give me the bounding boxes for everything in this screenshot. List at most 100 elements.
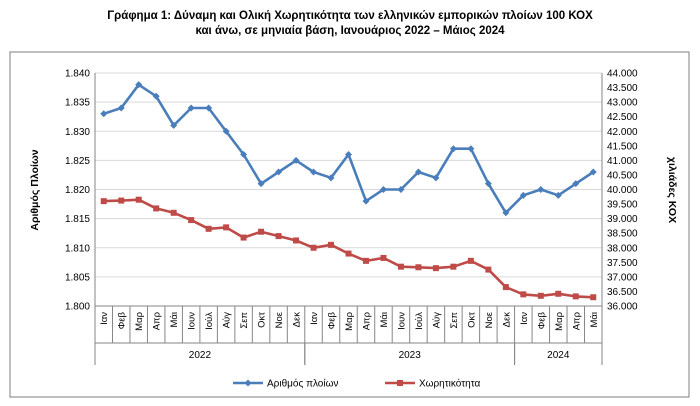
data-point (397, 263, 404, 270)
month-label: Απρ (152, 311, 163, 330)
series-1 (100, 81, 597, 217)
data-point (205, 104, 213, 112)
right-tick-label: 44.000 (607, 69, 638, 80)
right-tick-label: 42.500 (607, 112, 638, 123)
year-label: 2023 (399, 350, 422, 361)
data-point (397, 186, 405, 193)
month-label: Φεβ (536, 311, 547, 329)
month-label: Φεβ (117, 311, 128, 329)
data-point (205, 225, 212, 232)
month-label: Ιούλ (414, 312, 425, 330)
legend-label: Χωρητικότητα (419, 378, 481, 390)
data-point (485, 266, 492, 273)
month-label: Μάι (169, 312, 180, 328)
month-label: Μαρ (134, 311, 145, 330)
gridlines (95, 72, 602, 278)
right-tick-label: 36.000 (607, 302, 638, 313)
month-label: Σεπ (449, 312, 460, 329)
left-tick-label: 1.840 (65, 69, 90, 80)
data-point (170, 121, 178, 129)
data-point (328, 241, 335, 248)
data-point (362, 257, 369, 264)
right-tick-label: 36.500 (607, 287, 638, 298)
right-axis-ticks: 36.000 36.500 37.000 37.500 38.000 38.500 39.0… (607, 69, 638, 313)
data-point (293, 237, 300, 244)
right-tick-label: 40.500 (607, 170, 638, 181)
series-line (103, 198, 594, 299)
legend-marker (244, 379, 252, 387)
data-point (327, 174, 335, 182)
data-point (275, 168, 283, 176)
series-2 (100, 196, 597, 301)
series-layer (100, 81, 597, 301)
data-point (484, 180, 492, 188)
data-point (590, 294, 597, 301)
left-tick-label: 1.805 (65, 272, 90, 283)
data-point (310, 168, 318, 176)
month-label: Ιούλ (204, 312, 215, 330)
data-point (415, 264, 422, 271)
data-point (467, 257, 474, 264)
data-point (292, 156, 300, 164)
right-tick-label: 41.000 (607, 156, 638, 167)
x-axis: Ιαν Φεβ Μαρ Απρ Μάι Ιουν Ιούλ Αύγ Σεπ Οκτ Νοε Δεκ Ια… (94, 73, 603, 365)
data-point (502, 284, 509, 291)
data-point (187, 104, 195, 112)
data-point (380, 254, 387, 261)
right-axis-label: χιλιάδες ΚΟΧ (666, 157, 678, 223)
data-point (502, 209, 510, 217)
right-tick-label: 43.500 (607, 83, 638, 94)
data-point (362, 197, 370, 205)
data-point (240, 151, 248, 159)
month-label: Ιουν (187, 312, 198, 330)
month-label: Μαρ (554, 311, 565, 330)
left-tick-label: 1.830 (65, 127, 90, 138)
month-label: Ιαν (309, 312, 320, 325)
series-line (103, 83, 595, 215)
data-point (519, 191, 527, 199)
data-point (275, 233, 282, 240)
data-point (117, 104, 125, 112)
data-point (240, 234, 247, 241)
right-tick-label: 38.000 (607, 243, 638, 254)
data-point (152, 92, 160, 100)
data-point (345, 250, 352, 257)
year-label: 2022 (189, 350, 212, 361)
chart-title: Γράφημα 1: Δύναμη και Ολική Χωρητικότητα… (0, 9, 700, 39)
data-point (135, 196, 142, 203)
data-point (572, 180, 580, 188)
data-point (170, 209, 177, 216)
data-point (450, 263, 457, 270)
data-point (100, 110, 108, 118)
right-tick-label: 41.500 (607, 141, 638, 152)
left-tick-label: 1.810 (65, 243, 90, 254)
right-tick-label: 39.500 (607, 200, 638, 211)
right-tick-label: 37.000 (607, 272, 638, 283)
data-point (414, 168, 422, 176)
data-point (589, 168, 597, 176)
left-tick-label: 1.815 (65, 214, 90, 225)
data-point (188, 217, 195, 224)
month-label: Αύγ (431, 312, 442, 329)
right-tick-label: 38.500 (607, 229, 638, 240)
left-axis-ticks: 1.800 1.805 1.810 1.815 1.820 1.825 1.830 1.835… (65, 69, 90, 313)
right-tick-label: 40.000 (607, 185, 638, 196)
month-label: Φεβ (327, 311, 338, 329)
data-point (100, 198, 107, 205)
data-point (379, 186, 387, 193)
legend: Αριθμός πλοίων Χωρητικότητα (233, 378, 481, 390)
month-label: Απρ (361, 311, 372, 330)
month-label: Μάι (379, 312, 390, 328)
right-tick-label: 42.000 (607, 127, 638, 138)
data-point (258, 228, 265, 235)
month-label: Ιαν (519, 312, 530, 325)
data-point (153, 205, 160, 212)
month-label: Νοε (274, 311, 285, 328)
month-label: Οκτ (257, 312, 268, 328)
data-point (223, 224, 230, 231)
data-point (432, 265, 439, 272)
month-label: Ιουν (396, 312, 407, 330)
data-point (135, 81, 143, 89)
month-label: Αύγ (222, 312, 233, 329)
